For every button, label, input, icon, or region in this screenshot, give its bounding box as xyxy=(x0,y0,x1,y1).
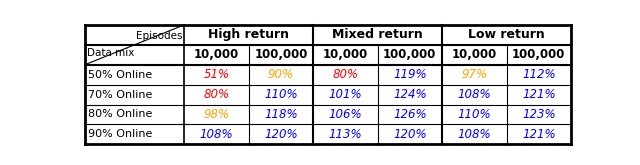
Text: 108%: 108% xyxy=(458,88,491,101)
Text: 108%: 108% xyxy=(458,128,491,141)
Text: 124%: 124% xyxy=(393,88,427,101)
Text: 10,000: 10,000 xyxy=(323,48,368,61)
Text: 97%: 97% xyxy=(461,68,488,81)
Text: 90%: 90% xyxy=(268,68,294,81)
Text: 121%: 121% xyxy=(522,88,556,101)
Text: 110%: 110% xyxy=(264,88,298,101)
Text: 108%: 108% xyxy=(200,128,233,141)
Text: 112%: 112% xyxy=(522,68,556,81)
Text: Mixed return: Mixed return xyxy=(332,28,423,41)
Text: 80%: 80% xyxy=(204,88,230,101)
Text: 121%: 121% xyxy=(522,128,556,141)
Text: Data mix: Data mix xyxy=(87,48,134,58)
Text: 51%: 51% xyxy=(204,68,230,81)
Text: 120%: 120% xyxy=(264,128,298,141)
Text: 101%: 101% xyxy=(328,88,362,101)
Text: 119%: 119% xyxy=(393,68,427,81)
Text: Episodes: Episodes xyxy=(136,31,182,41)
Text: 100,000: 100,000 xyxy=(254,48,308,61)
Text: Low return: Low return xyxy=(468,28,545,41)
Text: 118%: 118% xyxy=(264,108,298,121)
Text: High return: High return xyxy=(208,28,289,41)
Text: 10,000: 10,000 xyxy=(452,48,497,61)
Text: 50% Online: 50% Online xyxy=(88,70,152,80)
Text: 123%: 123% xyxy=(522,108,556,121)
Text: 110%: 110% xyxy=(458,108,491,121)
Text: 80%: 80% xyxy=(332,68,358,81)
Text: 98%: 98% xyxy=(204,108,230,121)
Text: 126%: 126% xyxy=(393,108,427,121)
Text: 80% Online: 80% Online xyxy=(88,109,152,119)
Text: 100,000: 100,000 xyxy=(383,48,436,61)
Text: 113%: 113% xyxy=(328,128,362,141)
Text: 106%: 106% xyxy=(328,108,362,121)
Text: 90% Online: 90% Online xyxy=(88,129,152,139)
Text: 10,000: 10,000 xyxy=(194,48,239,61)
Text: 70% Online: 70% Online xyxy=(88,90,152,99)
Text: 120%: 120% xyxy=(393,128,427,141)
Text: 100,000: 100,000 xyxy=(512,48,566,61)
